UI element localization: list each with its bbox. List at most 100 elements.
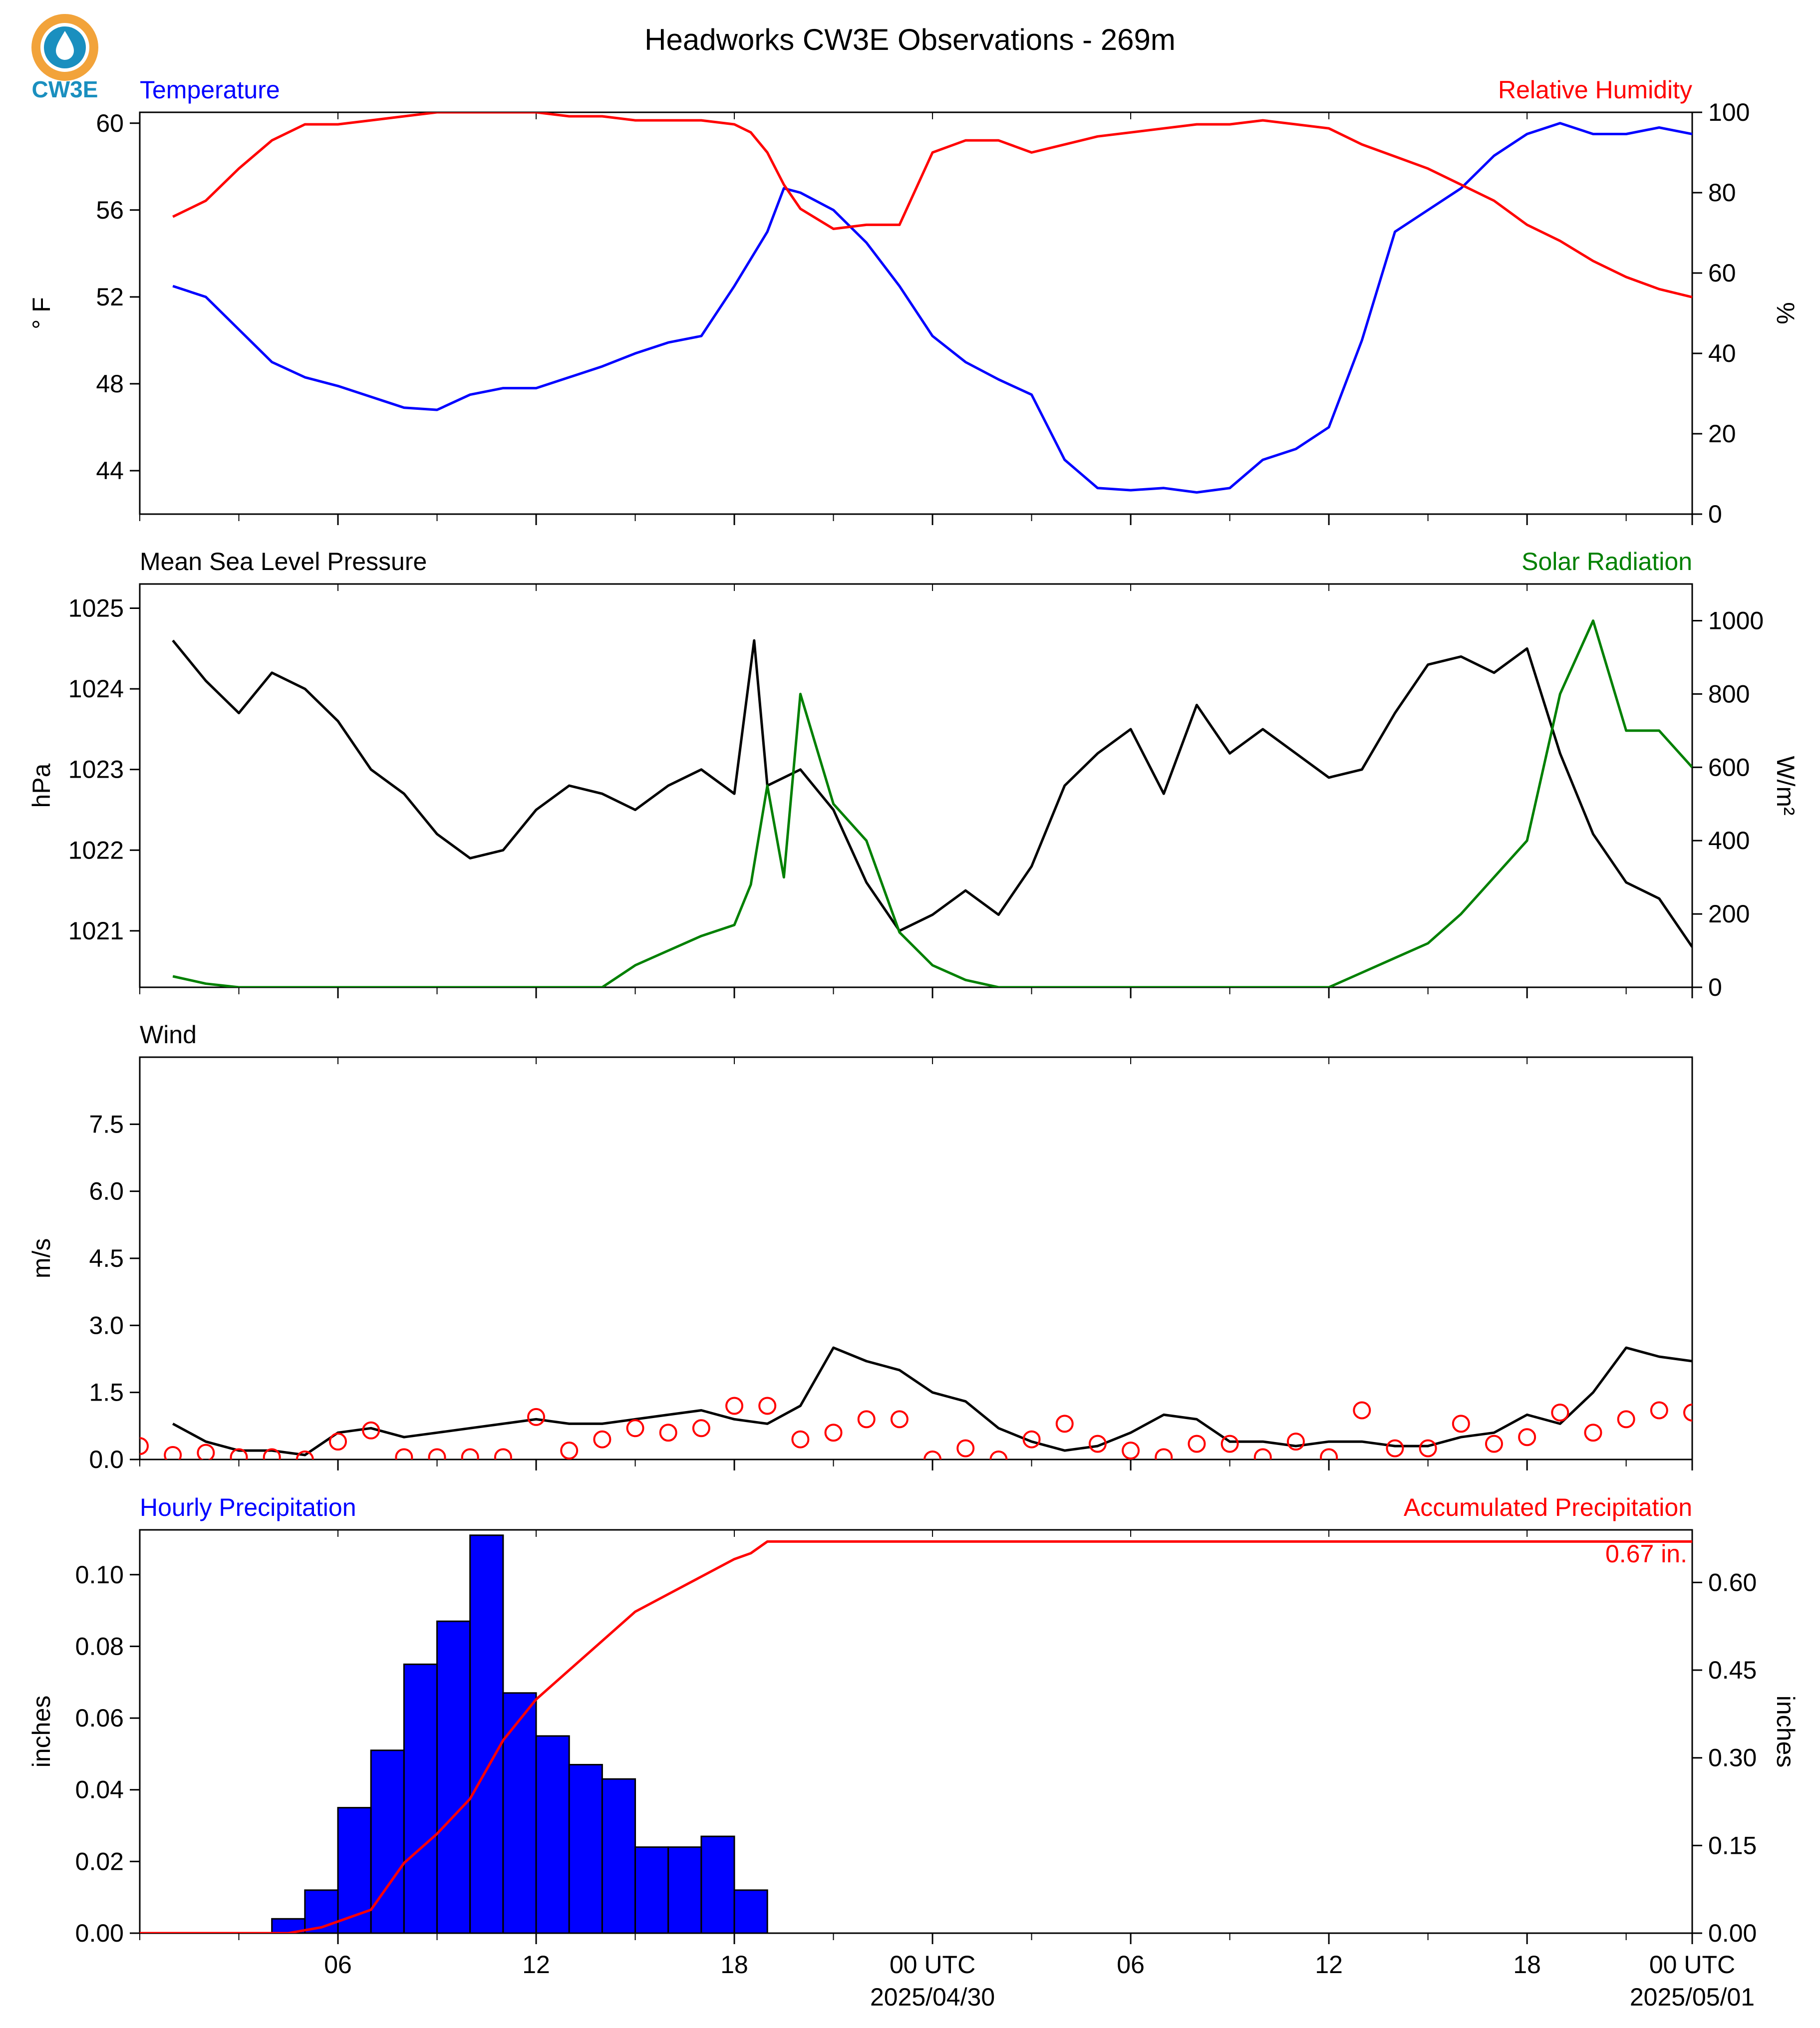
x-tick-label: 06	[324, 1951, 352, 1979]
panel-precipitation: Hourly Precipitation Accumulated Precipit…	[27, 1493, 1800, 2011]
series-line	[172, 619, 1692, 987]
calm-wind-marker	[956, 1439, 975, 1457]
y-right-tick-label: 80	[1708, 179, 1736, 207]
calm-wind-marker	[659, 1424, 677, 1442]
calm-wind-marker	[692, 1419, 710, 1438]
y-axis-label: inches	[27, 1696, 55, 1768]
calm-wind-marker	[1518, 1428, 1536, 1447]
y-axis-label: ° F	[27, 297, 55, 329]
plot-frame	[139, 1056, 1693, 1460]
y-axis-label: m/s	[27, 1238, 55, 1279]
calm-wind-marker	[1188, 1435, 1206, 1453]
panel-right-title: Solar Radiation	[1521, 548, 1692, 576]
y-tick-label: 0.00	[75, 1919, 124, 1947]
y-tick-label: 1022	[68, 836, 124, 864]
panel-left-title: Hourly Precipitation	[140, 1493, 356, 1521]
calm-wind-marker	[626, 1419, 644, 1438]
series-line	[172, 122, 1692, 494]
y-tick-label: 52	[96, 283, 124, 311]
series-line	[172, 639, 1692, 948]
figure-title: Headworks CW3E Observations - 269m	[644, 23, 1176, 56]
y-right-tick-label: 800	[1708, 680, 1750, 708]
y-tick-label: 7.5	[89, 1110, 124, 1138]
y-right-tick-label: 0.00	[1708, 1919, 1757, 1947]
x-tick-label: 00 UTC	[1649, 1951, 1735, 1979]
calm-wind-marker	[593, 1430, 611, 1449]
precip-bar	[733, 1889, 768, 1934]
calm-wind-marker	[494, 1448, 512, 1459]
precip-bar	[502, 1692, 537, 1934]
calm-wind-marker	[890, 1410, 909, 1429]
logo-drop-icon	[56, 31, 74, 60]
calm-wind-marker	[824, 1424, 843, 1442]
calm-wind-marker	[1220, 1435, 1239, 1453]
cw3e-logo: CW3E	[31, 14, 98, 102]
y-right-tick-label: 200	[1708, 900, 1750, 928]
calm-wind-marker	[1386, 1439, 1404, 1457]
calm-wind-marker	[461, 1448, 479, 1459]
panel-wind: Wind 0.0 1.5 3.0 4.5 6.0 7.5 m/s	[27, 1021, 1693, 1473]
calm-wind-marker	[923, 1450, 942, 1459]
y-right-axis-label: %	[1772, 302, 1800, 324]
precip-bar	[403, 1663, 438, 1934]
plot-frame	[139, 583, 1693, 988]
calm-wind-marker	[1253, 1448, 1272, 1459]
y-tick-label: 60	[96, 109, 124, 137]
x-date-label: 2025/05/01	[1630, 1983, 1755, 2011]
y-right-tick-label: 100	[1708, 98, 1750, 126]
calm-wind-marker	[428, 1448, 446, 1459]
calm-wind-marker	[1650, 1401, 1668, 1420]
calm-wind-marker	[197, 1444, 215, 1459]
calm-wind-marker	[1683, 1403, 1692, 1422]
calm-wind-marker	[1551, 1403, 1569, 1422]
precip-bar	[634, 1846, 669, 1934]
y-tick-label: 0.04	[75, 1776, 124, 1804]
y-right-tick-label: 0.30	[1708, 1744, 1757, 1772]
y-right-tick-label: 1000	[1708, 606, 1764, 634]
precip-bar	[469, 1534, 504, 1934]
y-right-tick-label: 600	[1708, 753, 1750, 781]
y-right-axis-label: W/m²	[1772, 756, 1800, 815]
calm-wind-marker	[1088, 1435, 1107, 1453]
series-line	[172, 112, 1692, 298]
calm-wind-marker	[1155, 1448, 1173, 1459]
panels: Temperature Relative Humidity 44 48 52 56 60 ° …	[27, 76, 1800, 2011]
plot-frame	[139, 1529, 1693, 1934]
x-tick-label: 12	[522, 1951, 550, 1979]
calm-wind-marker	[1022, 1430, 1041, 1449]
y-right-tick-label: 60	[1708, 259, 1736, 287]
y-right-tick-label: 20	[1708, 420, 1736, 448]
panel-right-title: Accumulated Precipitation	[1404, 1493, 1692, 1521]
x-tick-label: 18	[720, 1951, 748, 1979]
calm-wind-marker	[989, 1450, 1008, 1459]
panel-temperature-humidity: Temperature Relative Humidity 44 48 52 56 60 ° …	[27, 76, 1800, 528]
x-date-label: 2025/04/30	[870, 1983, 995, 2011]
y-tick-label: 0.06	[75, 1704, 124, 1732]
logo-ring	[31, 14, 98, 81]
y-right-tick-label: 0.45	[1708, 1656, 1757, 1684]
y-tick-label: 48	[96, 370, 124, 398]
y-tick-label: 56	[96, 196, 124, 224]
calm-wind-marker	[791, 1430, 810, 1449]
accumulated-total-label: 0.67 in.	[1605, 1540, 1687, 1568]
y-right-axis-label: inches	[1772, 1696, 1800, 1768]
calm-wind-marker	[164, 1446, 182, 1459]
y-tick-label: 0.08	[75, 1632, 124, 1660]
precip-bar	[436, 1620, 471, 1934]
calm-wind-marker	[395, 1448, 413, 1459]
y-tick-label: 4.5	[89, 1244, 124, 1272]
precip-bar	[568, 1763, 603, 1934]
series-line	[140, 1540, 1692, 1933]
calm-wind-marker	[1320, 1448, 1338, 1459]
calm-wind-marker	[1122, 1442, 1140, 1459]
x-tick-label: 00 UTC	[890, 1951, 975, 1979]
x-tick-label: 18	[1513, 1951, 1541, 1979]
calm-wind-marker	[263, 1448, 281, 1459]
y-tick-label: 1021	[68, 917, 124, 945]
calm-wind-marker	[1286, 1433, 1305, 1451]
calm-wind-marker	[857, 1410, 876, 1429]
precip-bar	[370, 1749, 405, 1934]
precip-bar	[535, 1735, 570, 1934]
precip-bar	[700, 1835, 735, 1934]
precip-bar	[667, 1846, 702, 1934]
